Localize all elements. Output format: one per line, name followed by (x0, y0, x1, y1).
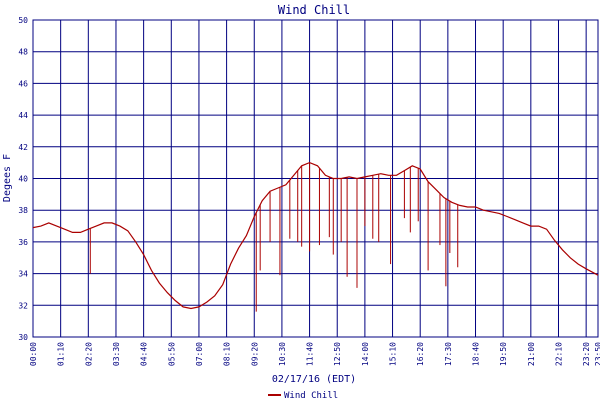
x-tick-label: 11:40 (306, 342, 315, 366)
x-tick-label: 09:20 (250, 342, 259, 366)
x-tick-label: 02:20 (84, 342, 93, 366)
x-tick-label: 21:00 (527, 342, 536, 366)
x-tick-label: 05:50 (167, 342, 176, 366)
x-tick-label: 07:00 (195, 342, 204, 366)
y-tick-label: 36 (18, 238, 28, 247)
x-tick-label: 04:40 (140, 342, 149, 366)
y-tick-label: 46 (18, 79, 28, 88)
x-tick-label: 19:50 (499, 342, 508, 366)
x-tick-label: 00:00 (29, 342, 38, 366)
x-tick-label: 14:00 (361, 342, 370, 366)
x-tick-label: 10:30 (278, 342, 287, 366)
x-axis-label: 02/17/16 (EDT) (272, 374, 356, 385)
y-tick-label: 30 (18, 333, 28, 342)
x-tick-label: 17:30 (444, 342, 453, 366)
y-tick-label: 38 (18, 206, 28, 215)
legend: Wind Chill (268, 391, 338, 400)
x-tick-label: 15:10 (389, 342, 398, 366)
x-tick-label: 18:40 (472, 342, 481, 366)
y-tick-label: 50 (18, 16, 28, 25)
series-layer (32, 161, 599, 312)
series-line-wind-chill (32, 161, 599, 310)
legend-label: Wind Chill (284, 391, 338, 400)
x-tick-label: 12:50 (333, 342, 342, 366)
y-tick-label: 32 (18, 301, 28, 310)
x-tick-label: 23:20 (582, 342, 591, 366)
y-tick-label: 34 (18, 270, 28, 279)
x-tick-label: 16:20 (416, 342, 425, 366)
y-tick-label: 48 (18, 48, 28, 57)
x-tick-label: 08:10 (223, 342, 232, 366)
y-tick-label: 44 (18, 111, 28, 120)
chart-title: Wind Chill (278, 3, 350, 17)
x-tick-label: 22:10 (554, 342, 563, 366)
grid (32, 19, 599, 338)
x-tick-label: 01:10 (57, 342, 66, 366)
y-axis-label: Degees F (2, 154, 13, 202)
y-tick-label: 40 (18, 175, 28, 184)
tick-labels: 30 32 34 36 38 40 42 44 46 48 50 00:00 01:10 02:20 03:… (18, 16, 600, 366)
y-tick-label: 42 (18, 143, 28, 152)
x-tick-label: 23:50 (594, 342, 600, 366)
x-tick-label: 03:30 (112, 342, 121, 366)
